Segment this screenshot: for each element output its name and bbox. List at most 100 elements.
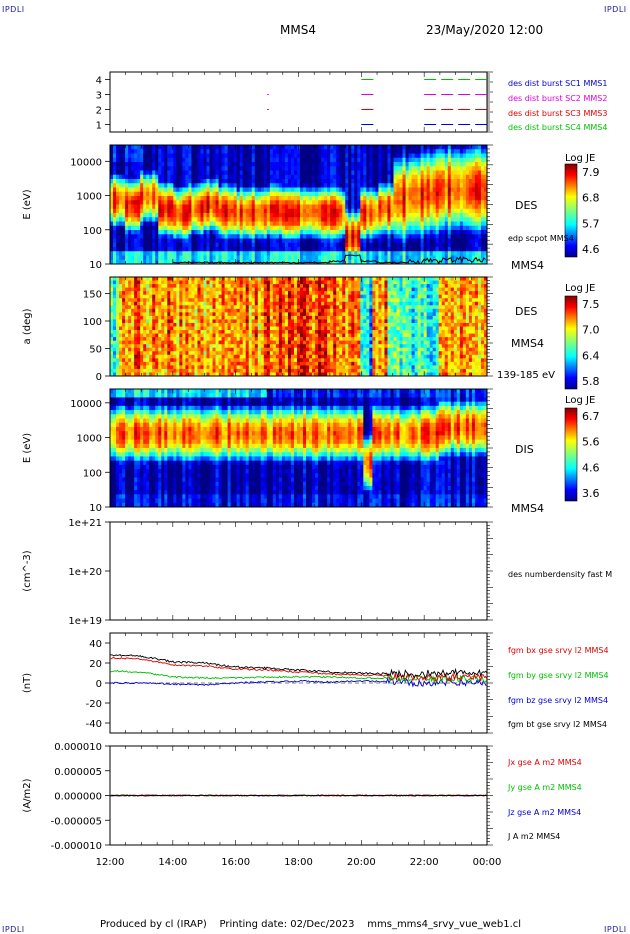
heatmap-cell <box>125 322 129 327</box>
heatmap-cell <box>456 149 461 154</box>
heatmap-cell <box>125 291 129 296</box>
heatmap-cell <box>128 247 132 252</box>
heatmap-cell <box>263 145 268 150</box>
heatmap-cell <box>158 372 162 377</box>
heatmap-cell <box>254 221 259 227</box>
heatmap-cell <box>173 287 177 292</box>
heatmap-cell <box>348 234 352 239</box>
heatmap-cell <box>330 221 334 227</box>
heatmap-cell <box>209 291 213 296</box>
heatmap-cell <box>194 200 198 205</box>
heatmap-cell <box>447 259 452 265</box>
heatmap-cell <box>324 153 328 159</box>
heatmap-cell <box>116 145 120 150</box>
heatmap-cell <box>272 153 277 159</box>
heatmap-cell <box>426 259 431 265</box>
heatmap-cell <box>462 149 467 154</box>
heatmap-cell <box>471 149 476 154</box>
heatmap-cell <box>462 225 467 231</box>
heatmap-cell <box>429 242 434 248</box>
heatmap-cell <box>230 340 235 345</box>
heatmap-cell <box>342 196 346 201</box>
heatmap-cell <box>468 259 473 265</box>
heatmap-cell <box>363 153 367 159</box>
heatmap-cell <box>263 183 268 188</box>
heatmap-cell <box>360 255 364 261</box>
heatmap-cell <box>191 230 195 235</box>
heatmap-cell <box>221 368 226 373</box>
heatmap-cell <box>158 284 162 289</box>
heatmap-cell <box>128 358 132 363</box>
heatmap-cell <box>453 170 458 176</box>
heatmap-cell <box>312 213 316 218</box>
heatmap-cell <box>164 291 168 296</box>
heatmap-cell <box>459 242 464 248</box>
heatmap-cell <box>477 200 482 205</box>
heatmap-cell <box>354 170 358 176</box>
heatmap-cell <box>426 170 431 176</box>
heatmap-cell <box>230 213 235 218</box>
heatmap-cell <box>480 221 485 227</box>
heatmap-cell <box>333 234 337 239</box>
heatmap-cell <box>170 358 174 363</box>
heatmap-cell <box>327 149 331 154</box>
heatmap-cell <box>450 200 455 205</box>
heatmap-cell <box>218 162 222 167</box>
heatmap-cell <box>149 361 153 366</box>
heatmap-cell <box>441 225 446 231</box>
heatmap-cell <box>306 230 310 235</box>
heatmap-cell <box>209 153 213 159</box>
heatmap-cell <box>348 251 352 256</box>
heatmap-cell <box>209 255 213 261</box>
heatmap-cell <box>149 287 153 292</box>
heatmap-cell <box>423 200 428 205</box>
heatmap-cell <box>390 255 394 261</box>
heatmap-cell <box>318 149 322 154</box>
heatmap-cell <box>182 183 186 188</box>
heatmap-cell <box>155 174 159 180</box>
heatmap-cell <box>164 284 168 289</box>
heatmap-cell <box>287 179 292 184</box>
heatmap-cell <box>242 312 247 317</box>
heatmap-cell <box>140 225 144 231</box>
heatmap-cell <box>152 200 156 205</box>
heatmap-cell <box>459 174 464 180</box>
heatmap-cell <box>158 340 162 345</box>
heatmap-cell <box>131 330 135 334</box>
heatmap-cell <box>242 174 247 180</box>
heatmap-cell <box>351 259 355 265</box>
heatmap-cell <box>333 217 337 222</box>
heatmap-cell <box>239 284 244 289</box>
heatmap-cell <box>188 170 192 176</box>
heatmap-cell <box>393 251 397 256</box>
heatmap-cell <box>242 157 247 163</box>
heatmap-cell <box>140 365 144 370</box>
heatmap-cell <box>393 242 397 248</box>
heatmap-cell <box>203 166 207 171</box>
heatmap-cell <box>182 298 186 303</box>
heatmap-cell <box>221 145 226 150</box>
heatmap-cell <box>164 251 168 256</box>
heatmap-cell <box>236 166 241 171</box>
heatmap-cell <box>281 179 286 184</box>
heatmap-cell <box>161 344 165 349</box>
heatmap-cell <box>420 251 425 256</box>
heatmap-cell <box>327 196 331 201</box>
heatmap-cell <box>300 217 304 222</box>
heatmap-cell <box>399 145 403 150</box>
heatmap-cell <box>185 187 189 193</box>
heatmap-cell <box>414 247 419 252</box>
heatmap-cell <box>215 208 219 214</box>
heatmap-cell <box>293 162 298 167</box>
heatmap-cell <box>420 200 425 205</box>
heatmap-cell <box>390 196 394 201</box>
heatmap-cell <box>269 221 274 227</box>
heatmap-cell <box>321 208 325 214</box>
heatmap-cell <box>218 354 222 359</box>
heatmap-cell <box>149 221 153 227</box>
heatmap-cell <box>363 166 367 171</box>
heatmap-cell <box>134 149 138 154</box>
heatmap-cell <box>203 368 207 373</box>
heatmap-cell <box>251 196 256 201</box>
heatmap-cell <box>387 145 391 150</box>
